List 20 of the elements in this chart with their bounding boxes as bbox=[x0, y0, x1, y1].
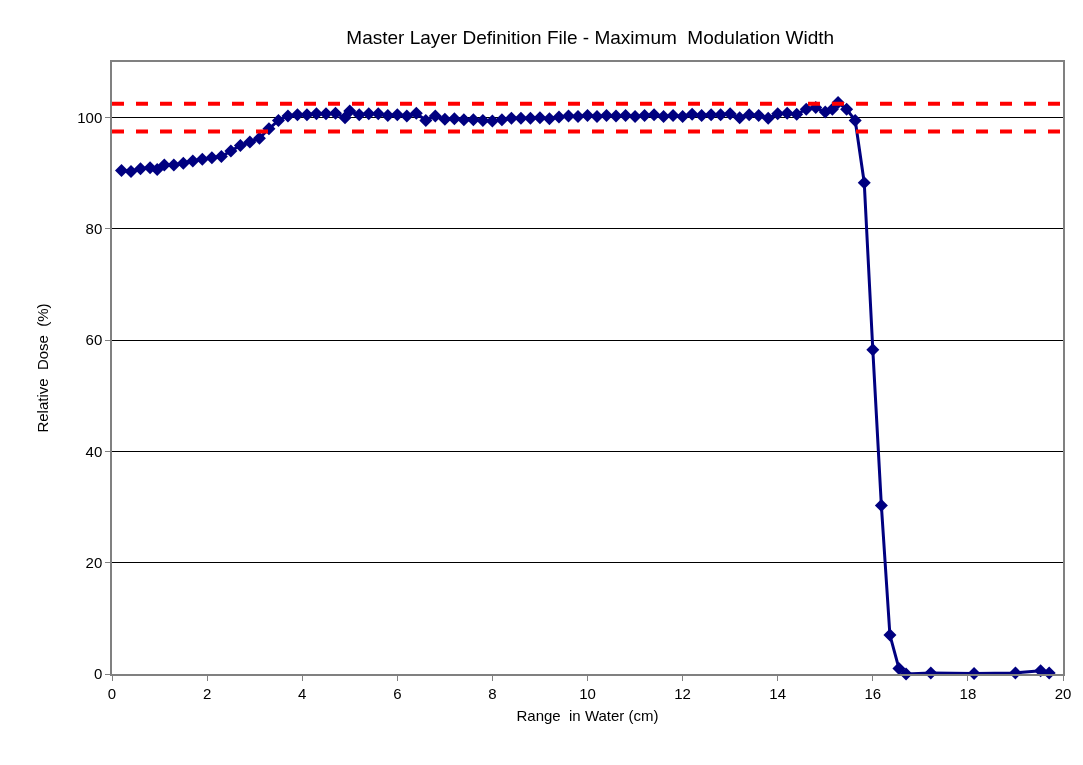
x-axis-title: Range in Water (cm) bbox=[516, 707, 659, 725]
y-tick-label: 80 bbox=[85, 220, 103, 238]
x-tick-label: 14 bbox=[769, 684, 787, 702]
y-tick-label: 0 bbox=[93, 665, 103, 683]
y-tick-label: 40 bbox=[85, 442, 103, 460]
x-tick-label: 20 bbox=[1054, 684, 1072, 702]
x-tick-label: 2 bbox=[202, 684, 212, 702]
y-tick-label: 20 bbox=[85, 553, 103, 571]
chart-title: Master Layer Definition File - Maximum Modulation Width bbox=[346, 26, 835, 48]
y-tick-label: 100 bbox=[77, 108, 103, 126]
x-tick-label: 8 bbox=[488, 684, 497, 702]
x-tick-label: 10 bbox=[579, 684, 596, 702]
y-tick-label: 60 bbox=[85, 331, 103, 349]
x-tick-label: 0 bbox=[107, 684, 117, 702]
x-tick-label: 18 bbox=[959, 684, 977, 702]
y-axis-title: Relative Dose (%) bbox=[33, 303, 51, 433]
x-tick-label: 12 bbox=[674, 684, 691, 702]
x-tick-label: 16 bbox=[864, 684, 882, 702]
x-tick-label: 6 bbox=[393, 684, 402, 702]
x-tick-label: 4 bbox=[298, 684, 307, 702]
